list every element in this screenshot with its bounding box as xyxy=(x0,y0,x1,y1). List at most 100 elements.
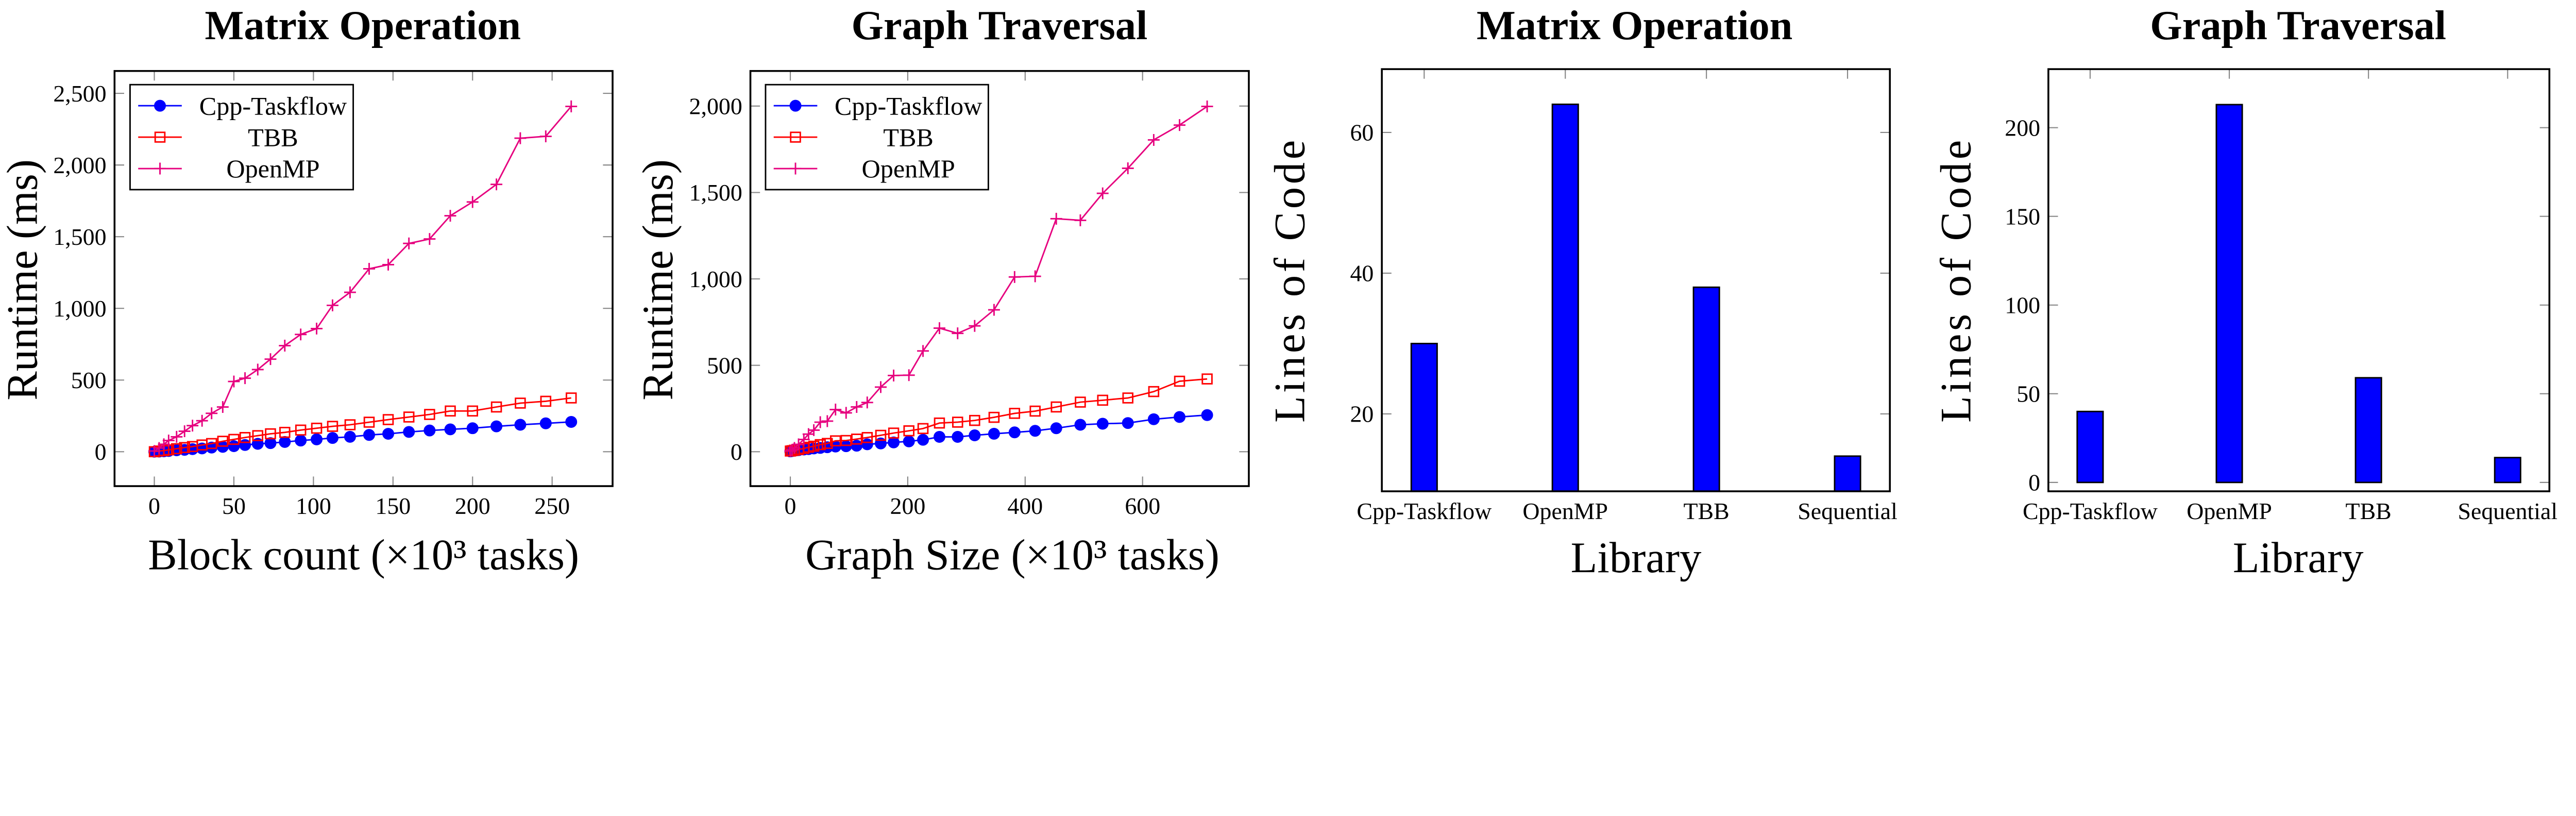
circle-marker xyxy=(1029,425,1041,437)
bar-sequential xyxy=(1834,455,1861,492)
y-tick-label: 60 xyxy=(1350,120,1374,146)
x-tick-label: Sequential xyxy=(1798,498,1897,524)
circle-marker xyxy=(311,433,323,445)
plot-area: 0 500 1,000 1,500 2,000 2,500 0 50 100 150 200 250 C… xyxy=(53,70,614,519)
chart-graph-loc: Graph Traversal Library Lines of Code 0 5… xyxy=(1933,3,2558,582)
square-marker xyxy=(1122,392,1133,404)
circle-marker xyxy=(917,434,929,446)
circle-marker xyxy=(423,424,436,437)
square-marker xyxy=(1009,408,1021,419)
circle-marker xyxy=(969,429,981,441)
square-marker xyxy=(1148,386,1160,397)
plus-marker xyxy=(326,299,338,311)
circle-marker xyxy=(1201,409,1213,421)
square-marker xyxy=(1050,401,1062,413)
plus-marker xyxy=(933,322,945,335)
square-marker xyxy=(179,442,190,454)
square-marker xyxy=(327,421,338,432)
circle-marker xyxy=(840,440,852,453)
plus-marker xyxy=(206,407,218,420)
plus-marker xyxy=(969,320,981,332)
circle-marker xyxy=(382,428,395,440)
y-tick-label: 50 xyxy=(2016,381,2040,407)
x-axis-label: Library xyxy=(1571,534,1702,582)
circle-marker xyxy=(1096,418,1109,430)
circle-marker xyxy=(888,436,900,448)
legend-entry: OpenMP xyxy=(226,154,319,183)
square-marker xyxy=(875,429,887,441)
square-marker xyxy=(239,432,251,443)
square-marker xyxy=(515,397,526,409)
chart-title: Graph Traversal xyxy=(2150,3,2446,48)
plot-frame xyxy=(749,70,1250,487)
plus-marker xyxy=(295,328,307,341)
chart-title: Matrix Operation xyxy=(205,3,521,48)
plus-marker xyxy=(1029,270,1041,282)
bar-tbb xyxy=(1692,286,1720,492)
plus-marker xyxy=(1201,100,1213,112)
plus-marker xyxy=(403,237,415,249)
plus-marker xyxy=(988,304,1000,316)
x-tick-label: OpenMP xyxy=(2187,498,2272,524)
plus-marker xyxy=(423,233,436,245)
plus-marker xyxy=(1147,134,1160,146)
square-marker xyxy=(790,131,801,143)
circle-marker xyxy=(403,426,415,438)
chart-graph-runtime: Graph Traversal Graph Size (×10³ tasks) … xyxy=(634,3,1250,579)
square-marker xyxy=(279,427,291,438)
circle-marker xyxy=(326,432,338,444)
plus-marker xyxy=(917,345,929,357)
plus-marker xyxy=(1074,214,1087,226)
y-tick-label: 1,500 xyxy=(689,179,742,206)
plus-marker xyxy=(264,353,277,365)
legend-entry: TBB xyxy=(248,123,298,152)
x-axis-label: Block count (×10³ tasks) xyxy=(148,531,579,579)
circle-marker xyxy=(1122,417,1134,429)
circle-marker xyxy=(344,430,356,443)
bars-group xyxy=(2076,104,2521,484)
circle-marker xyxy=(903,435,915,447)
plus-marker xyxy=(279,340,291,352)
y-tick-label: 1,000 xyxy=(53,295,106,322)
plus-marker xyxy=(903,369,915,381)
square-marker xyxy=(445,405,456,417)
square-marker xyxy=(540,395,552,407)
square-marker xyxy=(490,401,502,413)
y-axis-label: Lines of Code xyxy=(1933,137,1980,423)
circle-marker xyxy=(1147,413,1160,425)
square-marker xyxy=(903,425,914,437)
y-tick-label: 0 xyxy=(95,439,107,465)
square-marker xyxy=(265,428,276,440)
plus-marker xyxy=(444,210,456,222)
plus-marker xyxy=(1174,119,1185,131)
x-tick-label: 250 xyxy=(534,493,570,519)
y-tick-label: 500 xyxy=(707,352,742,378)
square-marker xyxy=(861,432,873,443)
circle-marker xyxy=(988,427,1000,440)
bar-openmp xyxy=(2215,104,2243,484)
plus-marker xyxy=(798,434,810,446)
plus-marker xyxy=(792,438,805,451)
plus-marker xyxy=(808,424,820,436)
y-tick-label: 2,500 xyxy=(53,80,106,107)
square-marker xyxy=(295,424,307,436)
plus-marker xyxy=(154,162,166,175)
square-marker xyxy=(228,434,240,445)
square-marker xyxy=(988,411,1000,423)
square-marker xyxy=(830,435,841,446)
circle-marker xyxy=(295,435,307,447)
y-tick-label: 20 xyxy=(1350,401,1374,427)
plus-marker xyxy=(466,196,479,208)
y-tick-label: 0 xyxy=(731,439,742,465)
square-marker xyxy=(311,422,323,434)
x-tick-label: TBB xyxy=(1684,498,1730,524)
series-line-openmp xyxy=(790,106,1208,452)
chart-matrix-runtime: Matrix Operation Block count (×10³ tasks… xyxy=(0,3,614,579)
plus-marker xyxy=(789,162,802,175)
plus-marker xyxy=(382,258,395,271)
chart-title: Graph Traversal xyxy=(851,3,1147,48)
x-tick-label: 200 xyxy=(890,493,926,519)
square-marker xyxy=(344,419,356,430)
chart-title: Matrix Operation xyxy=(1477,3,1792,48)
